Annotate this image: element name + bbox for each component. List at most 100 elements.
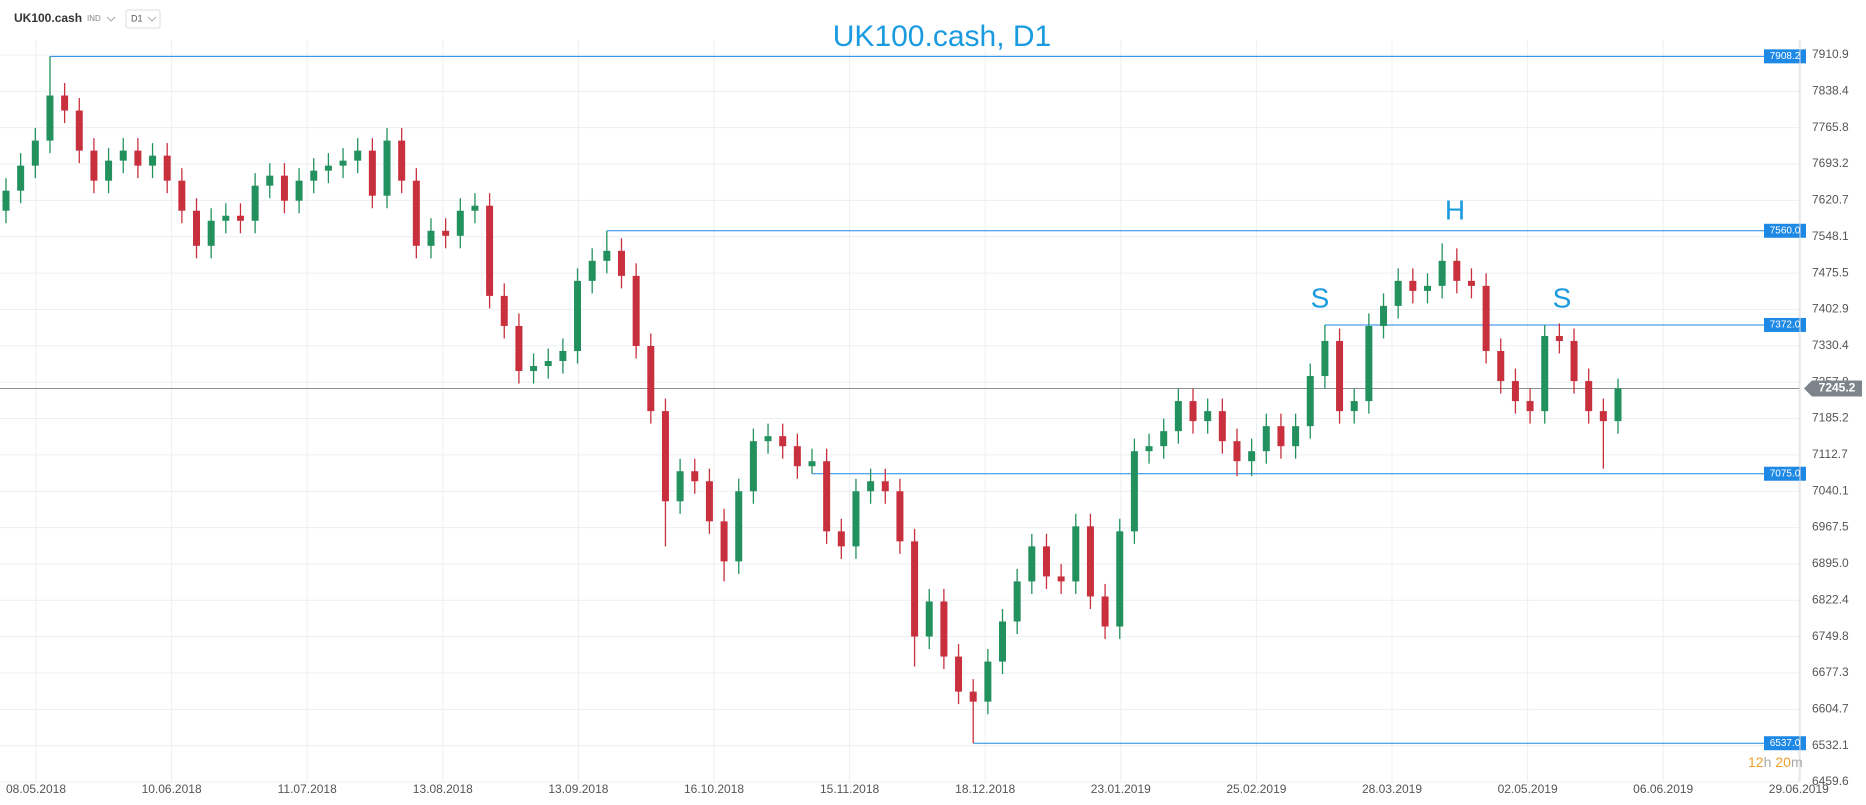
x-tick-label: 23.01.2019 [1091,782,1151,796]
y-tick-label: 7040.1 [1812,483,1849,497]
candle-body [1350,401,1358,412]
candle-body [1145,446,1153,452]
candle-body [178,180,186,211]
y-tick-label: 7112.7 [1812,447,1848,461]
candle-body [1555,335,1563,341]
candle-body [881,481,889,492]
candle-body [1467,280,1475,286]
candle-body [1423,285,1431,291]
candle-body [1086,526,1094,597]
candle-body [1541,335,1549,412]
candle-body [222,215,230,221]
candle-body [368,150,376,196]
y-tick-label: 6459.6 [1812,774,1849,788]
candle-body [105,160,113,181]
y-tick-label: 7402.9 [1812,302,1849,316]
candle-body [1218,411,1226,442]
annotation: S [1311,282,1330,313]
candle-body [280,175,288,201]
candle-body [603,250,611,261]
candle-body [2,190,10,211]
candle-body [193,210,201,246]
candle-body [705,481,713,522]
x-tick-label: 02.05.2019 [1498,782,1558,796]
candle-body [17,165,25,191]
candle-body [984,661,992,702]
x-tick-label: 15.11.2018 [820,782,879,796]
candle-body [1101,596,1109,627]
candle-body [749,441,757,492]
candle-body [1570,340,1578,382]
candle-body [1394,280,1402,306]
candle-body [134,150,142,166]
candle-body [515,325,523,372]
candle-body [1204,411,1212,422]
candle-body [1453,260,1461,281]
candle-body [676,471,684,502]
y-axis: 6459.6 6532.1 6604.7 6677.3 6749.8 6822.4 6895… [1812,47,1849,788]
timeframe-dropdown[interactable]: D1 [131,13,143,23]
candle-body [1072,526,1080,582]
dropdown-arrow [147,16,157,22]
x-tick-label: 28.03.2019 [1362,782,1422,796]
candle-body [427,230,435,246]
candle-body [1438,260,1446,286]
y-tick-label: 6749.8 [1812,629,1849,643]
dropdown-arrow [106,16,116,22]
candle-body [61,95,69,111]
timer: 12h 20m [1748,754,1803,770]
level-label: 7075.0 [1770,468,1801,479]
candle-body [412,180,420,246]
level-label: 7372.0 [1770,320,1801,331]
y-tick-label: 6822.4 [1812,592,1849,606]
candle-body [1248,451,1256,462]
candle-body [486,205,494,296]
candle-body [852,491,860,547]
candle-body [999,621,1007,662]
x-tick-label: 13.09.2018 [548,782,608,796]
candle-body [632,275,640,346]
candle-body [149,155,157,166]
candle-body [530,366,538,372]
candle-body [1116,531,1124,627]
timeframe-box[interactable] [125,9,161,29]
candle-body [837,531,845,547]
timer-minutes: 20 [1775,754,1791,770]
candle-body [456,210,464,236]
candle-body [1189,401,1197,422]
candle-body [1057,576,1065,582]
level-label-box [1764,317,1806,332]
candle-body [969,691,977,702]
candle-body [574,280,582,351]
level-label: 7908.2 [1770,51,1801,62]
level-label-box [1764,736,1806,751]
candle-body [588,260,596,281]
type-dropdown[interactable]: IND [87,14,101,23]
candle-body [1585,381,1593,412]
candle-body [559,350,567,362]
candle-body [925,601,933,637]
candle-body [764,436,772,442]
x-tick-label: 13.08.2018 [413,782,473,796]
x-tick-label: 11.07.2018 [278,782,337,796]
y-tick-label: 7330.4 [1812,338,1849,352]
candle-body [1160,431,1168,447]
candle-body [339,160,347,166]
candle-body [295,180,303,201]
candle-body [398,140,406,181]
candle-body [46,95,54,141]
candle-body [1233,441,1241,462]
y-tick-label: 7765.8 [1812,120,1849,134]
candle-body [911,541,919,637]
annotation: S [1553,282,1572,313]
candle-body [808,461,816,467]
candle-body [1321,340,1329,377]
candle-body [1336,340,1344,412]
symbol: UK100.cash [14,11,82,25]
candle-body [75,110,83,151]
x-tick-label: 08.05.2018 [6,782,66,796]
x-tick-label: 25.02.2019 [1226,782,1286,796]
